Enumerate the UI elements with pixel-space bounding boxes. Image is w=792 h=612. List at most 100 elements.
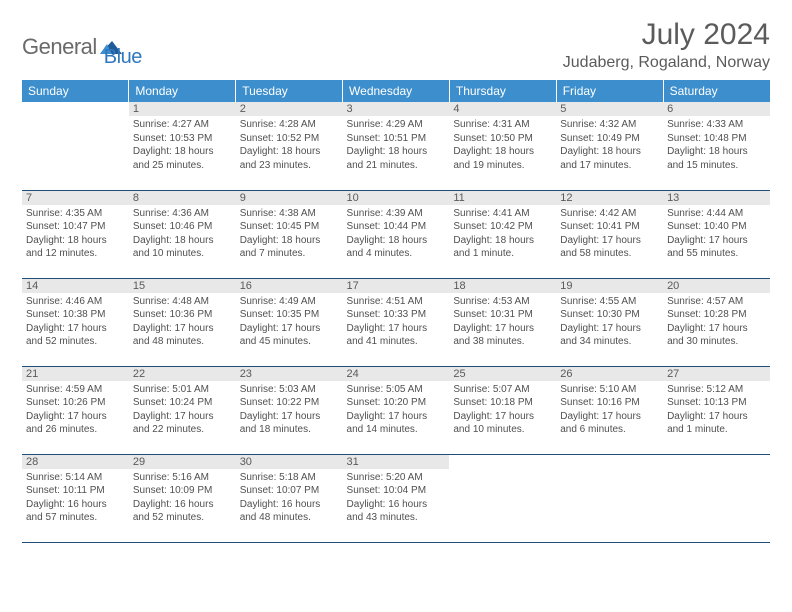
sunset-text: Sunset: 10:04 PM	[347, 484, 446, 498]
weekday-monday: Monday	[129, 80, 236, 102]
sunrise-text: Sunrise: 5:16 AM	[133, 471, 232, 485]
day-details: Sunrise: 4:27 AMSunset: 10:53 PMDaylight…	[129, 116, 236, 174]
day-number: 18	[449, 279, 556, 293]
day-details: Sunrise: 5:05 AMSunset: 10:20 PMDaylight…	[343, 381, 450, 439]
calendar-day-cell	[663, 454, 770, 542]
calendar-day-cell: 6Sunrise: 4:33 AMSunset: 10:48 PMDayligh…	[663, 102, 770, 190]
weekday-header-row: Sunday Monday Tuesday Wednesday Thursday…	[22, 80, 770, 102]
daylight-text-line2: and 34 minutes.	[560, 335, 659, 349]
daylight-text-line2: and 14 minutes.	[347, 423, 446, 437]
sunset-text: Sunset: 10:40 PM	[667, 220, 766, 234]
calendar-day-cell: 3Sunrise: 4:29 AMSunset: 10:51 PMDayligh…	[343, 102, 450, 190]
daylight-text: Daylight: 17 hours	[240, 410, 339, 424]
sunrise-text: Sunrise: 5:07 AM	[453, 383, 552, 397]
daylight-text: Daylight: 17 hours	[560, 410, 659, 424]
sunrise-text: Sunrise: 4:27 AM	[133, 118, 232, 132]
daylight-text: Daylight: 18 hours	[240, 145, 339, 159]
calendar-week-row: 14Sunrise: 4:46 AMSunset: 10:38 PMDaylig…	[22, 278, 770, 366]
sunrise-text: Sunrise: 5:20 AM	[347, 471, 446, 485]
day-number: 9	[236, 191, 343, 205]
sunrise-text: Sunrise: 4:55 AM	[560, 295, 659, 309]
day-number: 15	[129, 279, 236, 293]
day-number: 14	[22, 279, 129, 293]
weekday-tuesday: Tuesday	[236, 80, 343, 102]
sunrise-text: Sunrise: 4:57 AM	[667, 295, 766, 309]
calendar-day-cell: 23Sunrise: 5:03 AMSunset: 10:22 PMDaylig…	[236, 366, 343, 454]
daylight-text-line2: and 38 minutes.	[453, 335, 552, 349]
sunrise-text: Sunrise: 4:33 AM	[667, 118, 766, 132]
day-details: Sunrise: 4:55 AMSunset: 10:30 PMDaylight…	[556, 293, 663, 351]
daylight-text-line2: and 7 minutes.	[240, 247, 339, 261]
sunset-text: Sunset: 10:13 PM	[667, 396, 766, 410]
daylight-text: Daylight: 18 hours	[453, 234, 552, 248]
calendar-day-cell: 5Sunrise: 4:32 AMSunset: 10:49 PMDayligh…	[556, 102, 663, 190]
sunrise-text: Sunrise: 4:46 AM	[26, 295, 125, 309]
calendar-day-cell: 14Sunrise: 4:46 AMSunset: 10:38 PMDaylig…	[22, 278, 129, 366]
logo-text-blue: Blue	[104, 46, 142, 69]
day-number: 29	[129, 455, 236, 469]
daylight-text: Daylight: 17 hours	[667, 410, 766, 424]
sunset-text: Sunset: 10:47 PM	[26, 220, 125, 234]
daylight-text: Daylight: 18 hours	[347, 234, 446, 248]
sunset-text: Sunset: 10:26 PM	[26, 396, 125, 410]
daylight-text: Daylight: 16 hours	[240, 498, 339, 512]
daylight-text-line2: and 10 minutes.	[453, 423, 552, 437]
day-number: 7	[22, 191, 129, 205]
sunrise-text: Sunrise: 4:53 AM	[453, 295, 552, 309]
calendar-day-cell: 28Sunrise: 5:14 AMSunset: 10:11 PMDaylig…	[22, 454, 129, 542]
calendar-day-cell: 4Sunrise: 4:31 AMSunset: 10:50 PMDayligh…	[449, 102, 556, 190]
day-details: Sunrise: 4:53 AMSunset: 10:31 PMDaylight…	[449, 293, 556, 351]
daylight-text: Daylight: 18 hours	[26, 234, 125, 248]
calendar-day-cell: 24Sunrise: 5:05 AMSunset: 10:20 PMDaylig…	[343, 366, 450, 454]
daylight-text-line2: and 25 minutes.	[133, 159, 232, 173]
day-details: Sunrise: 5:14 AMSunset: 10:11 PMDaylight…	[22, 469, 129, 527]
calendar-table: Sunday Monday Tuesday Wednesday Thursday…	[22, 80, 770, 543]
day-number: 28	[22, 455, 129, 469]
daylight-text-line2: and 21 minutes.	[347, 159, 446, 173]
sunset-text: Sunset: 10:50 PM	[453, 132, 552, 146]
day-details: Sunrise: 5:18 AMSunset: 10:07 PMDaylight…	[236, 469, 343, 527]
daylight-text: Daylight: 18 hours	[133, 145, 232, 159]
daylight-text: Daylight: 17 hours	[667, 322, 766, 336]
day-number: 22	[129, 367, 236, 381]
sunrise-text: Sunrise: 5:12 AM	[667, 383, 766, 397]
daylight-text-line2: and 23 minutes.	[240, 159, 339, 173]
sunset-text: Sunset: 10:35 PM	[240, 308, 339, 322]
sunset-text: Sunset: 10:33 PM	[347, 308, 446, 322]
calendar-day-cell: 22Sunrise: 5:01 AMSunset: 10:24 PMDaylig…	[129, 366, 236, 454]
day-number: 26	[556, 367, 663, 381]
daylight-text: Daylight: 17 hours	[667, 234, 766, 248]
title-block: July 2024 Judaberg, Rogaland, Norway	[563, 18, 770, 72]
weekday-thursday: Thursday	[449, 80, 556, 102]
day-number: 21	[22, 367, 129, 381]
calendar-day-cell: 17Sunrise: 4:51 AMSunset: 10:33 PMDaylig…	[343, 278, 450, 366]
day-details: Sunrise: 5:20 AMSunset: 10:04 PMDaylight…	[343, 469, 450, 527]
sunset-text: Sunset: 10:52 PM	[240, 132, 339, 146]
calendar-week-row: 21Sunrise: 4:59 AMSunset: 10:26 PMDaylig…	[22, 366, 770, 454]
day-details: Sunrise: 5:03 AMSunset: 10:22 PMDaylight…	[236, 381, 343, 439]
daylight-text-line2: and 48 minutes.	[133, 335, 232, 349]
day-details: Sunrise: 4:38 AMSunset: 10:45 PMDaylight…	[236, 205, 343, 263]
sunrise-text: Sunrise: 4:29 AM	[347, 118, 446, 132]
calendar-day-cell: 25Sunrise: 5:07 AMSunset: 10:18 PMDaylig…	[449, 366, 556, 454]
sunset-text: Sunset: 10:44 PM	[347, 220, 446, 234]
daylight-text: Daylight: 18 hours	[560, 145, 659, 159]
daylight-text: Daylight: 16 hours	[26, 498, 125, 512]
daylight-text-line2: and 55 minutes.	[667, 247, 766, 261]
daylight-text-line2: and 48 minutes.	[240, 511, 339, 525]
day-number: 2	[236, 102, 343, 116]
day-details: Sunrise: 4:35 AMSunset: 10:47 PMDaylight…	[22, 205, 129, 263]
sunset-text: Sunset: 10:46 PM	[133, 220, 232, 234]
day-details: Sunrise: 4:36 AMSunset: 10:46 PMDaylight…	[129, 205, 236, 263]
day-details: Sunrise: 4:29 AMSunset: 10:51 PMDaylight…	[343, 116, 450, 174]
calendar-day-cell: 27Sunrise: 5:12 AMSunset: 10:13 PMDaylig…	[663, 366, 770, 454]
daylight-text-line2: and 57 minutes.	[26, 511, 125, 525]
sunrise-text: Sunrise: 4:51 AM	[347, 295, 446, 309]
sunrise-text: Sunrise: 4:42 AM	[560, 207, 659, 221]
daylight-text-line2: and 26 minutes.	[26, 423, 125, 437]
sunset-text: Sunset: 10:07 PM	[240, 484, 339, 498]
calendar-week-row: 7Sunrise: 4:35 AMSunset: 10:47 PMDayligh…	[22, 190, 770, 278]
daylight-text-line2: and 10 minutes.	[133, 247, 232, 261]
day-number: 16	[236, 279, 343, 293]
day-number: 5	[556, 102, 663, 116]
